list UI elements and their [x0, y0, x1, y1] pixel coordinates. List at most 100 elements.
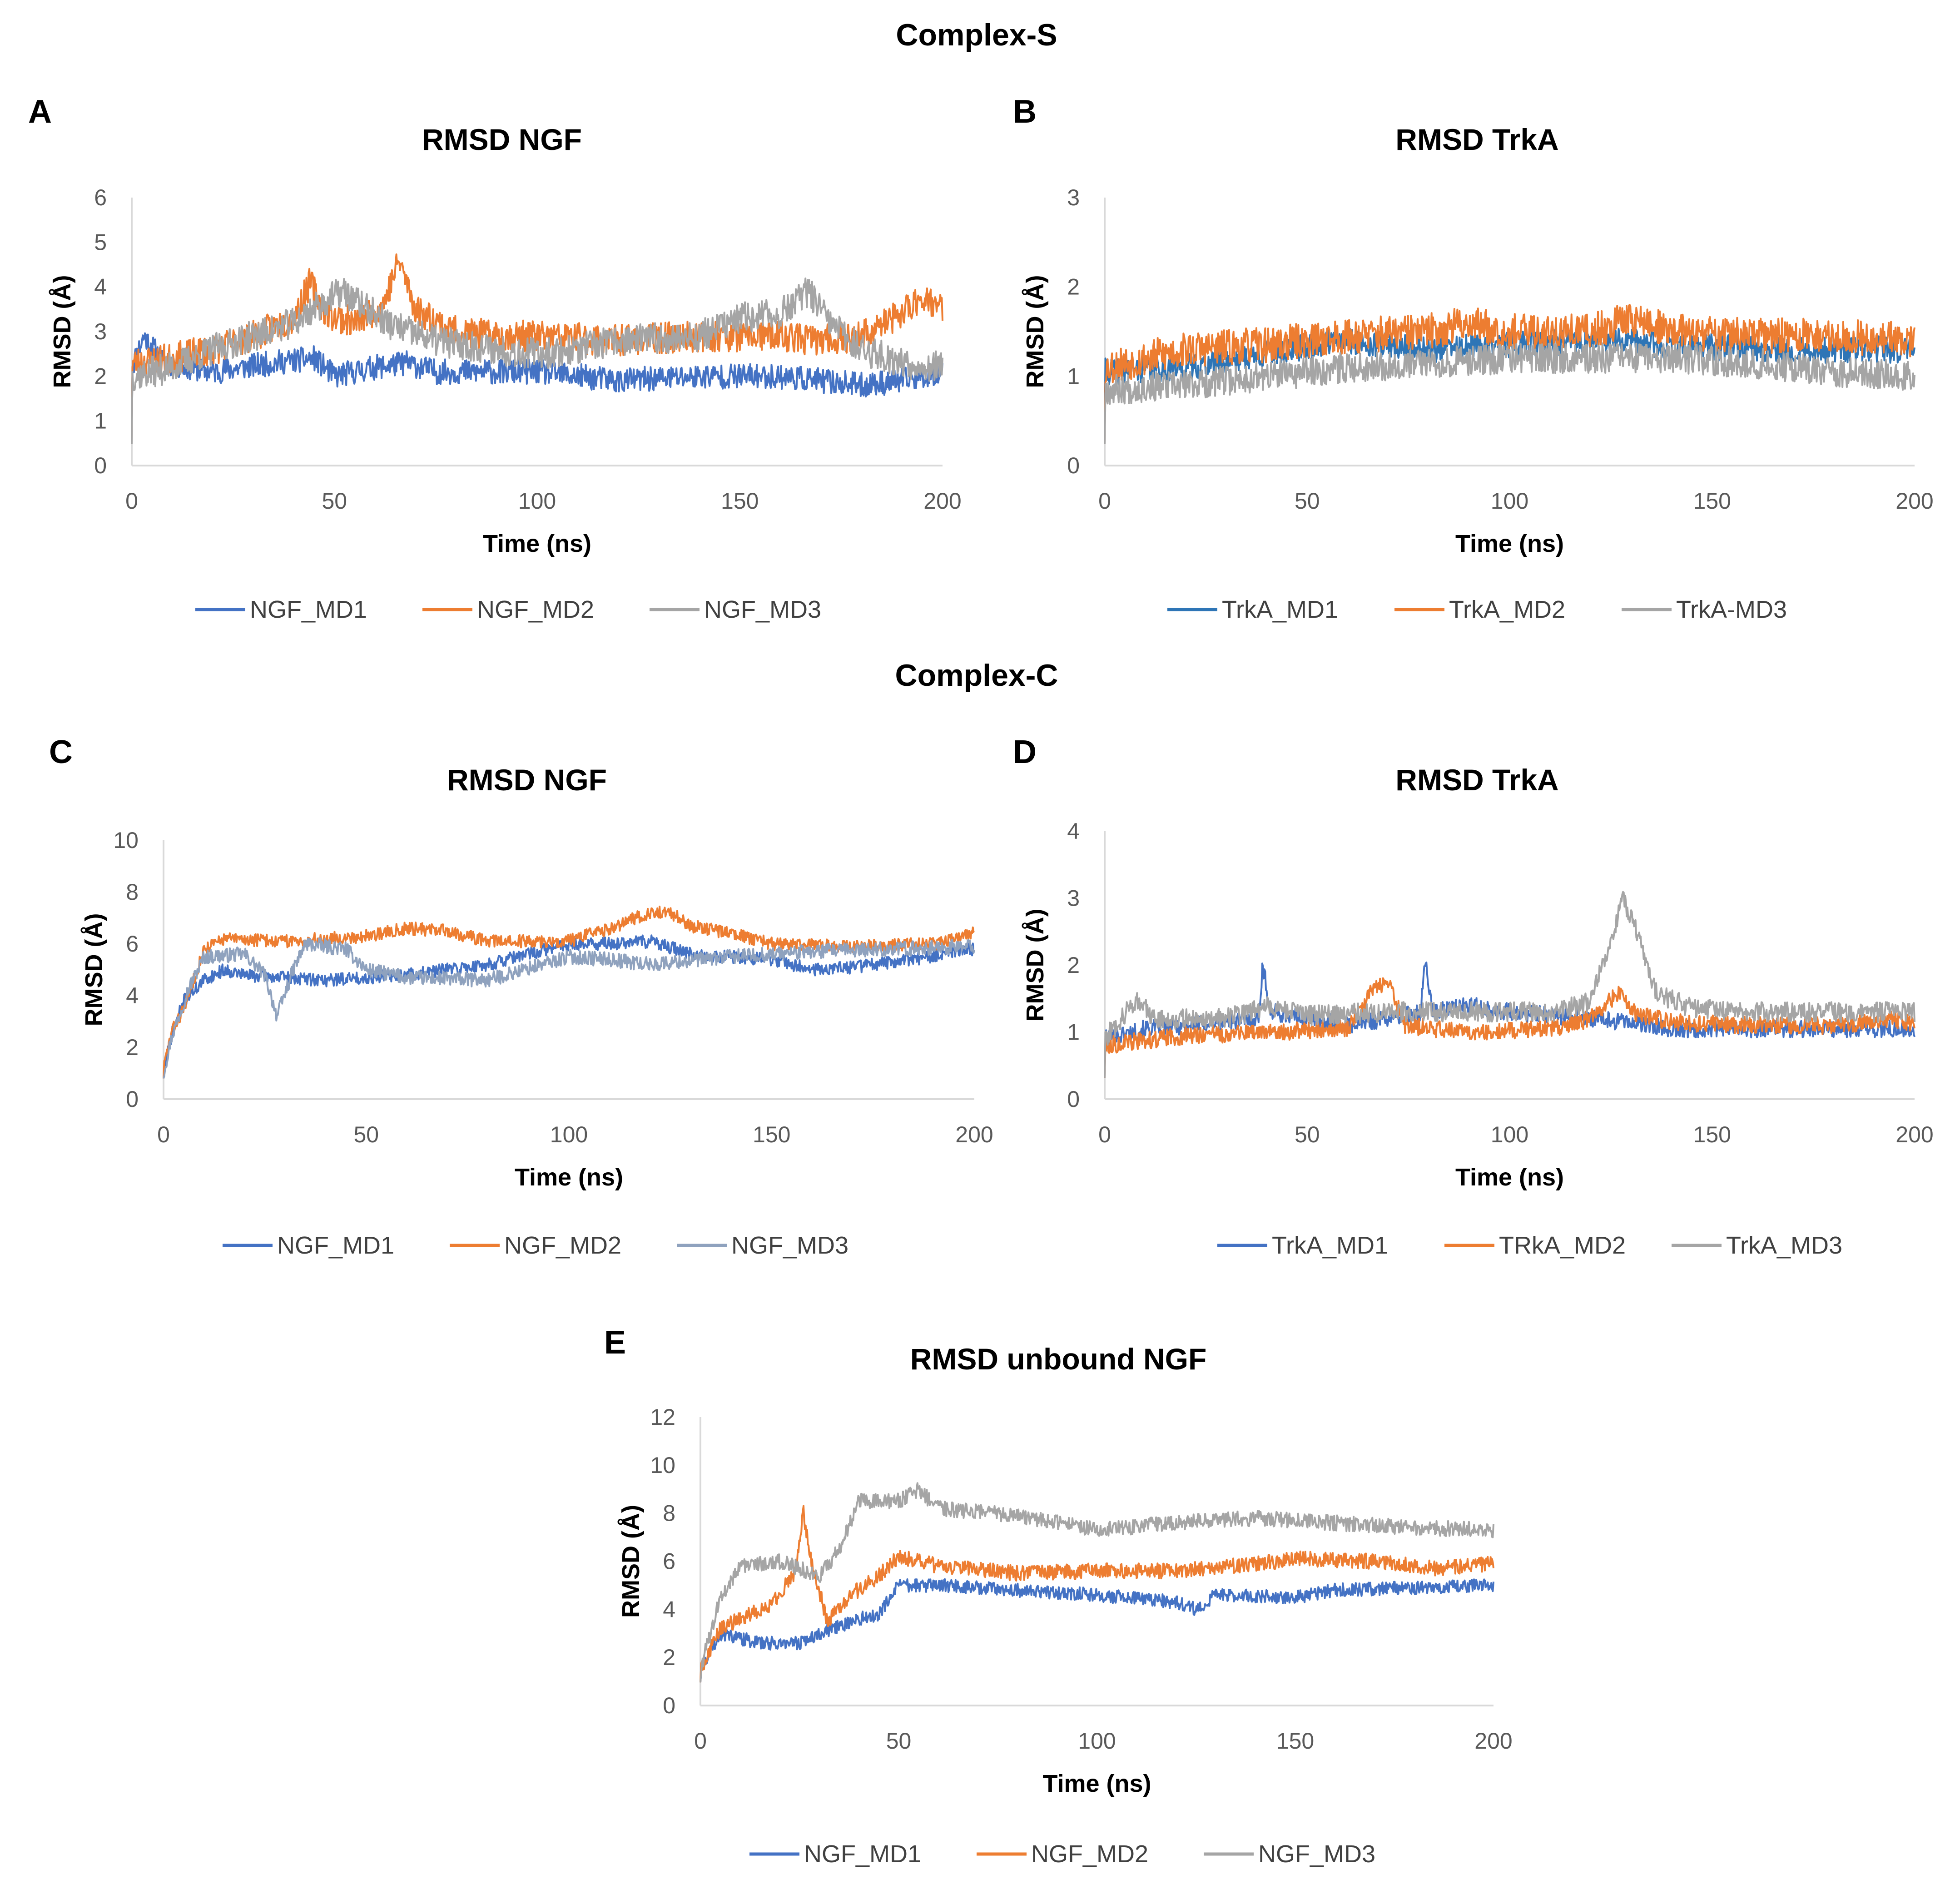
legend-label: NGF_MD3 — [704, 596, 821, 623]
y-tick-label: 0 — [94, 453, 107, 478]
x-axis-label: Time (ns) — [1455, 530, 1564, 557]
y-tick-label: 1 — [1067, 363, 1080, 389]
x-tick-label: 100 — [550, 1122, 588, 1147]
y-tick-label: 12 — [650, 1404, 675, 1430]
panel-label: A — [28, 94, 52, 130]
y-tick-label: 4 — [663, 1597, 675, 1622]
y-tick-label: 10 — [113, 828, 139, 853]
section-title-complex-s: Complex-S — [896, 18, 1057, 52]
chart-panel-a: A RMSD NGF 0 1 2 3 4 5 6 0 50 100 150 200 Time (ns) RMS… — [28, 94, 962, 623]
x-tick-label: 100 — [1491, 1122, 1528, 1147]
y-tick-label: 3 — [1067, 886, 1080, 911]
y-axis-label: RMSD (Å) — [617, 1505, 645, 1618]
legend-label: TrkA_MD1 — [1222, 596, 1338, 623]
y-tick-label: 8 — [663, 1501, 675, 1526]
chart-title: RMSD NGF — [447, 763, 607, 797]
x-tick-label: 150 — [1693, 488, 1731, 514]
legend-label: NGF_MD2 — [504, 1232, 621, 1259]
y-tick-label: 2 — [663, 1645, 675, 1670]
x-tick-label: 200 — [1474, 1728, 1512, 1754]
y-tick-label: 0 — [1067, 1086, 1080, 1112]
chart-title: RMSD NGF — [422, 123, 582, 156]
x-tick-label: 50 — [886, 1728, 912, 1754]
y-tick-label: 8 — [126, 879, 139, 905]
chart-panel-d: D RMSD TrkA 0 1 2 3 4 0 50 100 150 200 Time (ns) RMSD… — [1013, 734, 1934, 1259]
panel-label: E — [604, 1324, 626, 1361]
section-title-complex-c: Complex-C — [895, 658, 1058, 693]
x-tick-label: 200 — [1895, 488, 1933, 514]
series-line-trka-md3 — [1104, 342, 1915, 444]
y-tick-label: 10 — [650, 1453, 675, 1478]
x-tick-label: 150 — [1276, 1728, 1314, 1754]
series-line-trka-md2 — [1104, 304, 1915, 444]
y-tick-label: 4 — [126, 983, 139, 1008]
legend-label: NGF_MD3 — [1258, 1840, 1375, 1868]
y-tick-label: 2 — [126, 1035, 139, 1060]
x-tick-label: 50 — [1295, 488, 1320, 514]
legend-label: NGF_MD1 — [277, 1232, 394, 1259]
legend-label: TrkA_MD1 — [1272, 1232, 1388, 1259]
x-tick-label: 150 — [1693, 1122, 1731, 1147]
x-tick-label: 200 — [1895, 1122, 1933, 1147]
y-tick-label: 4 — [1067, 818, 1080, 844]
y-tick-label: 1 — [94, 408, 107, 434]
x-tick-label: 50 — [353, 1122, 379, 1147]
chart-title: RMSD TrkA — [1395, 763, 1558, 797]
legend-label: NGF_MD1 — [250, 596, 367, 623]
x-tick-label: 100 — [1078, 1728, 1116, 1754]
x-axis-label: Time (ns) — [1455, 1164, 1564, 1191]
y-tick-label: 2 — [1067, 952, 1080, 978]
x-tick-label: 50 — [1295, 1122, 1320, 1147]
series-line-ngf-md2 — [700, 1505, 1494, 1683]
x-tick-label: 0 — [1098, 1122, 1111, 1147]
x-tick-label: 50 — [322, 488, 347, 514]
x-axis-label: Time (ns) — [1042, 1770, 1151, 1797]
x-tick-label: 0 — [157, 1122, 170, 1147]
y-axis-label: RMSD (Å) — [80, 913, 108, 1026]
y-tick-label: 6 — [94, 185, 107, 210]
legend-label: TrkA_MD2 — [1449, 596, 1565, 623]
y-axis-label: RMSD (Å) — [49, 275, 76, 388]
y-tick-label: 2 — [1067, 274, 1080, 300]
x-tick-label: 0 — [694, 1728, 707, 1754]
series-line-ngf-md1 — [700, 1578, 1494, 1683]
x-tick-label: 200 — [923, 488, 961, 514]
legend-label: NGF_MD2 — [1031, 1840, 1148, 1868]
x-tick-label: 150 — [753, 1122, 790, 1147]
x-tick-label: 100 — [1491, 488, 1528, 514]
y-tick-label: 6 — [126, 931, 139, 957]
chart-title: RMSD unbound NGF — [910, 1342, 1207, 1376]
legend-label: TrkA-MD3 — [1676, 596, 1787, 623]
y-tick-label: 1 — [1067, 1020, 1080, 1045]
series-line-ngf-md1 — [163, 934, 975, 1079]
series-line-ngf-md3 — [163, 937, 975, 1079]
legend-label: NGF_MD2 — [477, 596, 594, 623]
y-tick-label: 5 — [94, 229, 107, 255]
series-line-ngf-md1 — [131, 332, 943, 444]
x-tick-label: 200 — [955, 1122, 993, 1147]
series-line-trka-md3 — [1104, 891, 1915, 1078]
series-line-ngf-md3 — [700, 1482, 1494, 1683]
panel-label: C — [49, 734, 73, 770]
series-line-ngf-md3 — [131, 278, 943, 444]
chart-panel-b: B RMSD TrkA 0 1 2 3 0 50 100 150 200 Time (ns) RMSD … — [1013, 94, 1934, 623]
panel-label: B — [1013, 94, 1037, 130]
panel-label: D — [1013, 734, 1037, 770]
legend-label: NGF_MD1 — [804, 1840, 921, 1868]
legend-label: TRkA_MD2 — [1499, 1232, 1626, 1259]
legend-label: TrkA_MD3 — [1726, 1232, 1842, 1259]
legend-label: NGF_MD3 — [731, 1232, 848, 1259]
y-tick-label: 2 — [94, 363, 107, 389]
y-tick-label: 0 — [126, 1086, 139, 1112]
series-line-ngf-md2 — [131, 253, 943, 444]
chart-panel-e: E RMSD unbound NGF 0 2 4 6 8 10 12 0 50 100 150 200 Ti… — [604, 1324, 1513, 1868]
x-tick-label: 100 — [518, 488, 556, 514]
y-axis-label: RMSD (Å) — [1022, 275, 1049, 388]
x-axis-label: Time (ns) — [515, 1164, 623, 1191]
y-tick-label: 6 — [663, 1549, 675, 1574]
y-tick-label: 4 — [94, 274, 107, 300]
y-axis-label: RMSD (Å) — [1022, 909, 1049, 1022]
x-tick-label: 150 — [721, 488, 759, 514]
